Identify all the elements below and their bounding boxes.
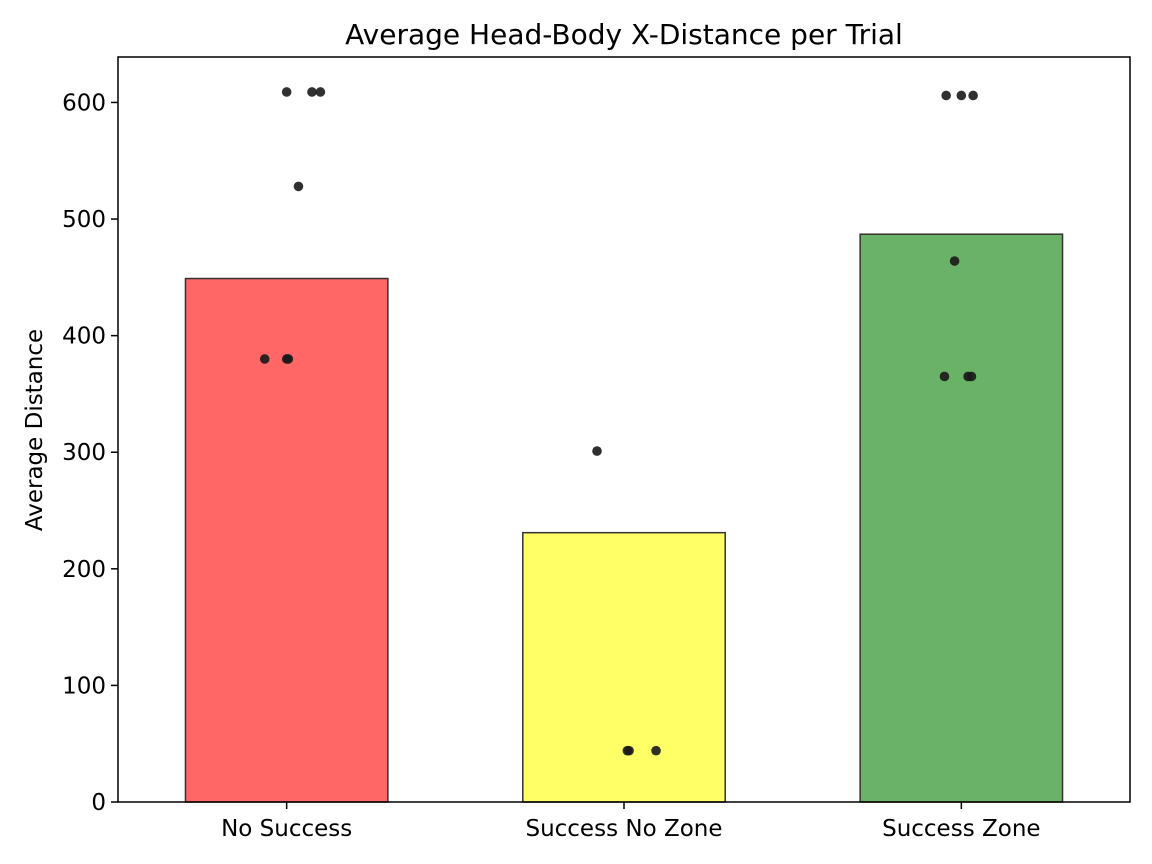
y-tick-label-1: 100 xyxy=(62,673,106,699)
data-point-1-5 xyxy=(259,354,270,364)
data-point-1-3 xyxy=(315,87,326,97)
y-axis-ticks: 0 100 200 300 400 500 600 xyxy=(62,90,118,816)
data-point-2-1 xyxy=(592,446,602,456)
data-point-2-4 xyxy=(651,745,661,756)
y-tick-label-6: 600 xyxy=(62,90,106,116)
y-tick-label-5: 500 xyxy=(62,207,106,233)
bar-3 xyxy=(859,233,1064,803)
x-tick-label-3: Success Zone xyxy=(882,816,1040,842)
data-point-3-2 xyxy=(956,90,967,101)
data-point-1-1 xyxy=(281,87,292,97)
y-axis-label: Average Distance xyxy=(22,329,48,531)
chart-title: Average Head-Body X-Distance per Trial xyxy=(345,18,903,51)
data-point-1-2 xyxy=(307,87,317,97)
y-tick-label-3: 300 xyxy=(62,440,106,466)
plot-frame xyxy=(117,56,1131,803)
bar-1 xyxy=(184,277,389,803)
y-tick-label-2: 200 xyxy=(62,557,106,583)
points-group xyxy=(259,87,978,756)
y-tick-label-4: 400 xyxy=(62,324,106,350)
x-tick-label-2: Success No Zone xyxy=(525,816,722,842)
data-point-1-4 xyxy=(293,181,304,192)
data-point-3-4 xyxy=(949,256,960,266)
y-tick-label-0: 0 xyxy=(91,790,106,816)
bar-2 xyxy=(522,531,726,803)
data-point-3-1 xyxy=(941,90,951,101)
x-axis-ticks: No Success Success No Zone Success Zone xyxy=(221,802,1041,842)
data-point-2-3 xyxy=(624,745,634,756)
data-point-3-3 xyxy=(968,90,978,101)
x-tick-label-1: No Success xyxy=(221,816,352,842)
data-point-3-7 xyxy=(966,371,977,382)
data-point-3-5 xyxy=(939,371,950,382)
data-point-1-7 xyxy=(283,354,294,364)
bars-group xyxy=(184,233,1064,803)
